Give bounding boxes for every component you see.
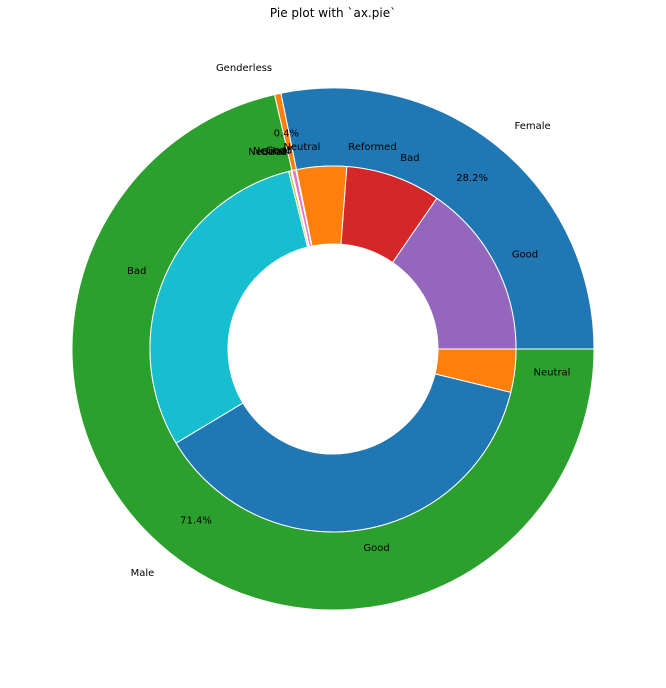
inner-label-bad-1: Bad (400, 153, 419, 164)
chart-title: Pie plot with `ax.pie` (270, 6, 396, 20)
inner-ring (149, 165, 517, 533)
inner-label-neutral-7: Neutral (248, 147, 285, 158)
percent-label-1: 0.4% (274, 129, 299, 140)
inner-label-neutral-10: Neutral (534, 368, 571, 379)
percent-label-0: 28.2% (456, 173, 488, 184)
inner-label-neutral-5: Neutral (253, 146, 290, 157)
outer-label-male-2: Male (131, 568, 155, 579)
inner-slice-neutral-10 (434, 348, 517, 393)
inner-label-good-0: Good (512, 250, 538, 261)
outer-label-genderless-1: Genderless (216, 63, 272, 74)
inner-label-reformed-2: Reformed (348, 142, 396, 153)
inner-label-good-4: Good (266, 146, 292, 157)
inner-label-good-9: Good (363, 543, 389, 554)
inner-label-bad-8: Bad (127, 266, 146, 277)
outer-label-female-0: Female (515, 121, 551, 132)
inner-label-neutral-3: Neutral (283, 142, 320, 153)
outer-labels: Female Genderless Male (131, 63, 551, 579)
inner-labels: GoodBadReformedNeutralGoodNeutralGoodNeu… (127, 142, 570, 554)
inner-slice-good-9 (175, 373, 512, 533)
percent-label-2: 71.4% (180, 516, 212, 527)
inner-slice-bad-8 (149, 170, 309, 444)
percent-labels: 28.2% 0.4% 71.4% (180, 129, 488, 527)
inner-label-good-6: Good (261, 147, 287, 158)
